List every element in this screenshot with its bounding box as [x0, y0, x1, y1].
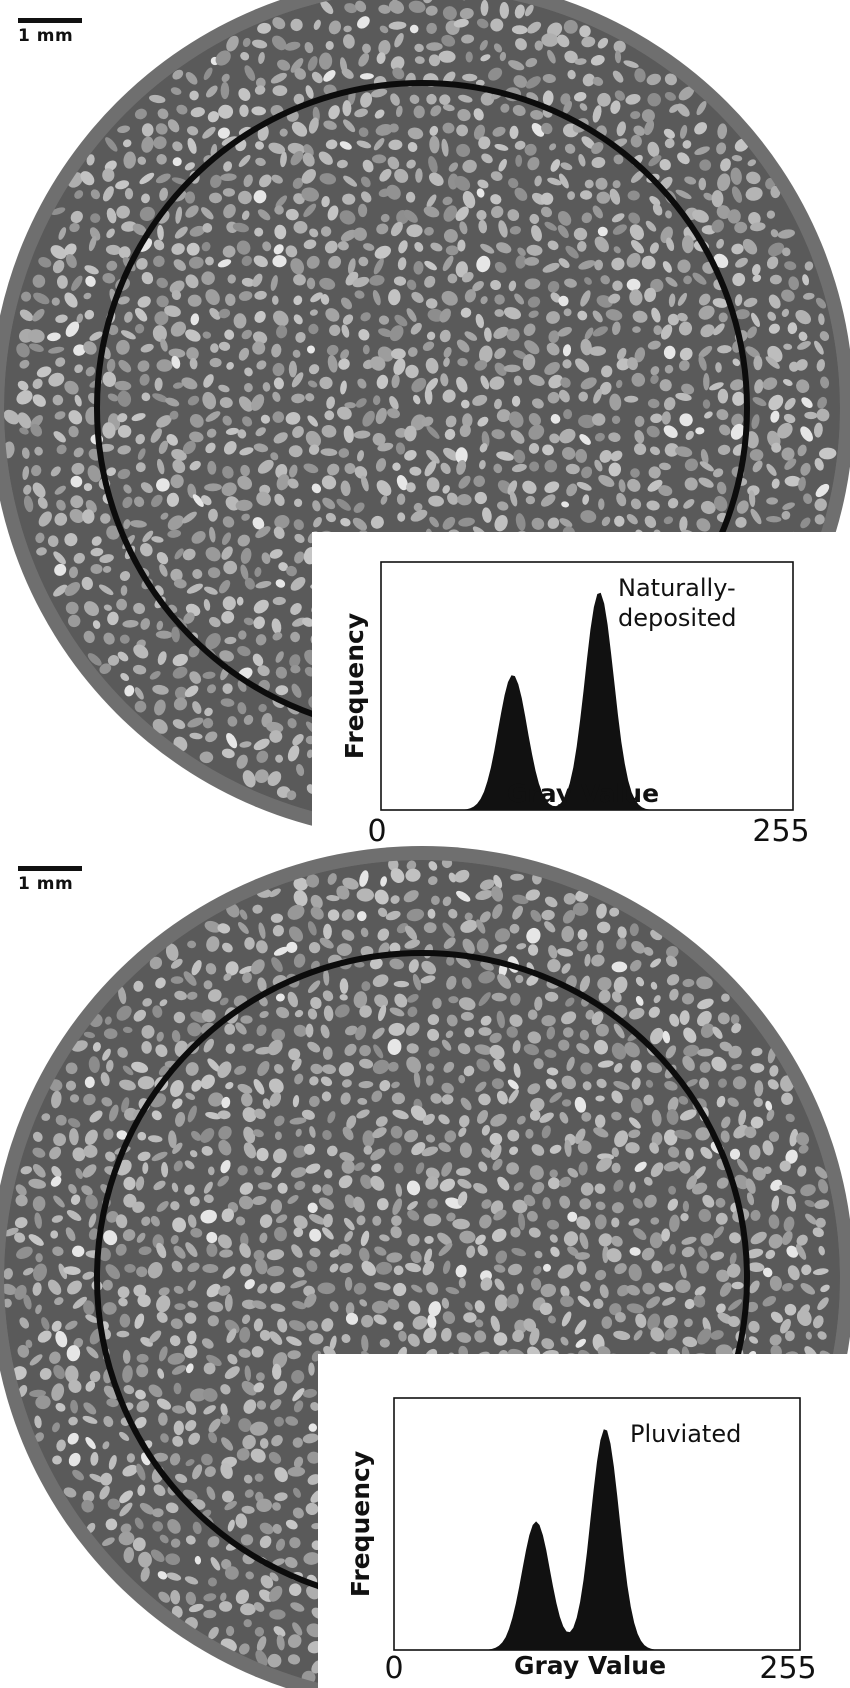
scale-bar-line	[18, 866, 82, 871]
sample-label-line-1: Pluviated	[630, 1420, 741, 1448]
scale-bar-label: 1 mm	[18, 26, 74, 46]
x-axis-label: Gray Value	[514, 1651, 666, 1680]
ct-panel-pluviated: 1 mm Pluviated Frequency Gray Value 0 25…	[0, 844, 850, 1688]
histogram-area	[381, 592, 793, 810]
sample-label: Pluviated	[630, 1420, 741, 1448]
y-axis-label: Frequency	[340, 613, 369, 759]
histogram-chart: Pluviated Frequency Gray Value 0 255	[346, 1397, 817, 1686]
sample-label-line-2: deposited	[618, 604, 737, 632]
sample-label: Naturally- deposited	[618, 574, 743, 632]
x-axis-label: Gray Value	[507, 779, 659, 808]
x-min-tick-label: 0	[384, 1651, 403, 1686]
sample-label-line-1: Naturally-	[618, 574, 736, 602]
histogram-inset: Naturally- deposited Frequency Gray Valu…	[312, 532, 850, 844]
scale-bar: 1 mm	[18, 18, 82, 46]
histogram-area	[394, 1429, 800, 1650]
x-min-tick-label: 0	[367, 814, 386, 844]
scale-bar-label: 1 mm	[18, 874, 74, 894]
x-max-tick-label: 255	[752, 814, 809, 844]
histogram-chart: Naturally- deposited Frequency Gray Valu…	[340, 561, 810, 844]
ct-panel-naturally-deposited: 1 mm Naturally- deposited Frequency Gray…	[0, 0, 850, 844]
y-axis-label: Frequency	[346, 1451, 375, 1597]
histogram-inset: Pluviated Frequency Gray Value 0 255	[318, 1354, 850, 1688]
scale-bar-line	[18, 18, 82, 23]
x-max-tick-label: 255	[759, 1651, 816, 1686]
scale-bar: 1 mm	[18, 866, 82, 894]
